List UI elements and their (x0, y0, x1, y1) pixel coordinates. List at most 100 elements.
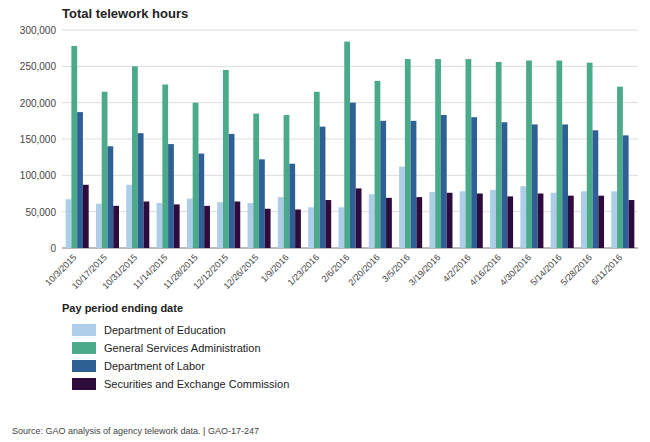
bar (532, 124, 538, 248)
bar (593, 130, 599, 248)
bar (248, 203, 254, 248)
y-tick-label: 50,000 (25, 207, 56, 218)
bar (386, 198, 392, 248)
x-tick-label: 12/26/2015 (222, 252, 261, 291)
bar (83, 185, 89, 248)
bar (284, 115, 290, 248)
legend-swatch (72, 324, 96, 336)
bar (477, 194, 483, 249)
y-tick-label: 100,000 (20, 170, 57, 181)
bar (490, 190, 496, 248)
bar (350, 103, 356, 248)
bar (96, 204, 102, 248)
x-tick-label: 4/16/2016 (468, 252, 503, 287)
bar (77, 112, 83, 248)
legend-label: Securities and Exchange Commission (104, 378, 289, 390)
y-axis: 0 50,000 100,000 150,000 200,000 250,000 300,0… (20, 25, 638, 254)
bar (502, 122, 508, 248)
bar (229, 134, 235, 248)
bar (289, 164, 295, 248)
bar (447, 193, 453, 248)
bar (187, 199, 193, 248)
x-tick-label: 2/20/2016 (346, 252, 381, 287)
bar (629, 200, 635, 248)
bar (102, 92, 108, 248)
bar (399, 167, 405, 248)
x-tick-label: 4/30/2016 (498, 252, 533, 287)
bar (217, 202, 223, 248)
bar (611, 191, 617, 248)
x-axis-label: Pay period ending date (62, 302, 183, 314)
chart: Total telework hours050,000100,000150,00… (0, 0, 650, 442)
legend-swatch (72, 360, 96, 372)
bar (435, 59, 441, 248)
bar (234, 201, 240, 248)
bar (411, 121, 417, 248)
legend-swatch (72, 378, 96, 390)
bar (380, 121, 386, 248)
legend-swatch (72, 342, 96, 354)
bars (66, 42, 635, 248)
bar (278, 197, 284, 248)
bar (520, 186, 526, 248)
y-tick-label: 200,000 (20, 98, 57, 109)
bar (253, 114, 259, 248)
bar (138, 133, 144, 248)
bar (204, 206, 210, 248)
bar (168, 144, 174, 248)
bar (598, 196, 604, 248)
x-tick-label: 3/19/2016 (407, 252, 442, 287)
bar (587, 63, 593, 248)
bar (526, 61, 532, 248)
grid-line (62, 30, 638, 31)
bar (466, 59, 472, 248)
bar (416, 197, 422, 248)
bar (144, 201, 150, 248)
bar (369, 194, 375, 248)
bar (507, 196, 513, 248)
bar (325, 200, 331, 248)
bar (441, 115, 447, 248)
bar (113, 206, 119, 248)
bar (223, 70, 229, 248)
legend-label: Department of Education (104, 324, 226, 336)
x-axis: 10/3/201510/17/201510/31/201511/14/20151… (43, 252, 624, 291)
bar (320, 127, 326, 248)
bar (623, 135, 629, 248)
bar (429, 192, 435, 248)
x-tick-label: 1/23/2016 (286, 252, 321, 287)
x-tick-label: 5/14/2016 (528, 252, 563, 287)
x-tick-label: 5/28/2016 (559, 252, 594, 287)
bar (405, 59, 411, 248)
bar (356, 188, 362, 248)
bar (132, 66, 138, 248)
y-tick-label: 150,000 (20, 134, 57, 145)
source-note: Source: GAO analysis of agency telework … (12, 426, 259, 436)
bar (126, 185, 132, 248)
legend-label: Department of Labor (104, 360, 205, 372)
bar (538, 194, 544, 249)
bar (314, 92, 320, 248)
bar (338, 207, 344, 248)
bar (471, 117, 477, 248)
bar (66, 199, 72, 248)
bar (562, 124, 568, 248)
bar (556, 61, 562, 248)
bar (174, 204, 180, 248)
bar (568, 196, 574, 248)
bar (265, 209, 271, 248)
y-tick-label: 0 (50, 243, 56, 254)
bar (71, 46, 77, 248)
legend: Department of EducationGeneral Services … (72, 324, 289, 390)
bar (157, 203, 163, 248)
x-tick-label: 6/11/2016 (589, 252, 624, 287)
bar (581, 191, 587, 248)
y-tick-label: 300,000 (20, 25, 57, 36)
bar (107, 146, 113, 248)
bar (198, 154, 204, 248)
y-tick-label: 250,000 (20, 61, 57, 72)
bar (496, 62, 502, 248)
bar (617, 87, 623, 248)
bar (308, 207, 314, 248)
bar (460, 191, 466, 248)
